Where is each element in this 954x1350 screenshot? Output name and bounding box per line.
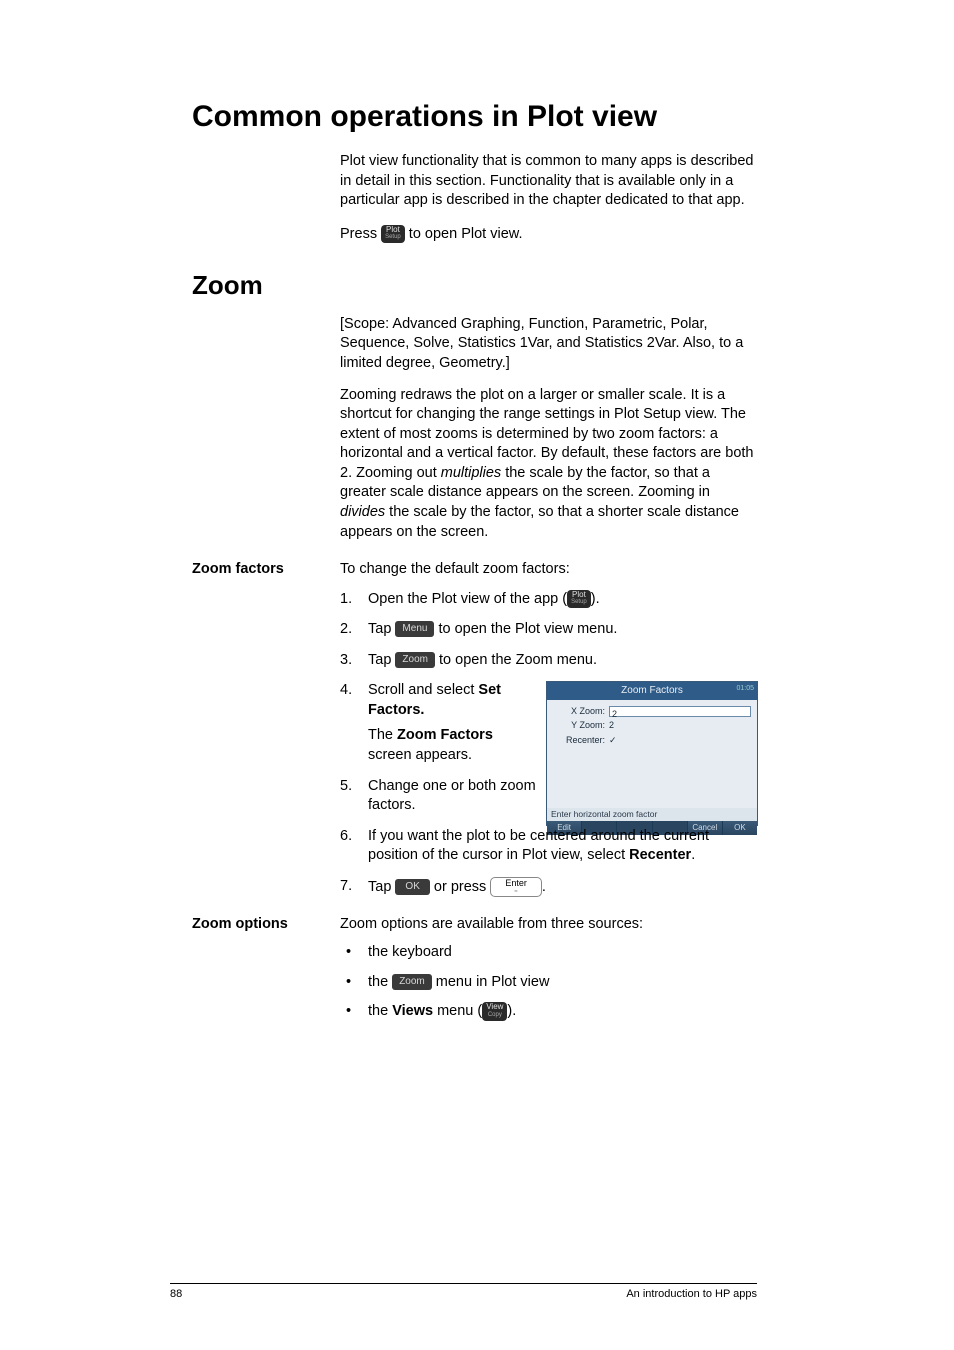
zoom-description: Zooming redraws the plot on a larger or … [340, 386, 758, 543]
zoom-heading: Zoom [192, 270, 930, 301]
zoom-factors-heading: Zoom factors [192, 560, 322, 580]
step-3: Tap Zoom to open the Zoom menu. [340, 651, 758, 671]
yzoom-label: Y Zoom: [553, 718, 605, 732]
recenter-value: ✓ [609, 733, 617, 747]
zo-item-keyboard: the keyboard [340, 943, 758, 963]
zo-item-zoom-menu: the Zoom menu in Plot view [340, 973, 758, 993]
screenshot-time: 01:05 [736, 684, 754, 693]
page-number: 88 [170, 1288, 182, 1300]
press-instruction: Press PlotSetup to open Plot view. [340, 223, 758, 246]
multiplies-word: multiplies [441, 465, 501, 481]
page-title: Common operations in Plot view [192, 100, 930, 134]
plot-key-icon: PlotSetup [381, 225, 405, 243]
screenshot-title: Zoom Factors 01:05 [547, 682, 757, 700]
footer-text: An introduction to HP apps [626, 1288, 757, 1300]
press-prefix: Press [340, 226, 381, 242]
xzoom-value: 2 [609, 706, 751, 717]
step-5: Change one or both zoom factors. [340, 777, 758, 816]
step-4: Zoom Factors 01:05 X Zoom: 2 Y [340, 681, 758, 765]
zoom-factors-intro: To change the default zoom factors: [340, 560, 758, 580]
plot-key-icon: PlotSetup [567, 590, 591, 608]
zo-item-views-menu: the Views menu (ViewCopy). [340, 1002, 758, 1022]
page-footer: 88 An introduction to HP apps [170, 1283, 757, 1300]
zoom-options-heading: Zoom options [192, 915, 322, 935]
zoom-softkey-icon: Zoom [395, 652, 435, 668]
divides-word: divides [340, 504, 385, 520]
yzoom-value: 2 [609, 718, 614, 732]
xzoom-label: X Zoom: [553, 704, 605, 718]
zoom-softkey-icon: Zoom [392, 974, 432, 990]
step-1: Open the Plot view of the app (PlotSetup… [340, 590, 758, 610]
press-suffix: to open Plot view. [405, 226, 523, 242]
recenter-bold: Recenter [629, 847, 691, 863]
zoom-scope: [Scope: Advanced Graphing, Function, Par… [340, 315, 758, 374]
zoom-options-intro: Zoom options are available from three so… [340, 915, 758, 935]
ok-softkey-icon: OK [395, 879, 429, 895]
step-7: Tap OK or press Enter≈. [340, 877, 758, 898]
intro-paragraph: Plot view functionality that is common t… [340, 152, 758, 211]
view-key-icon: ViewCopy [482, 1002, 507, 1020]
enter-key-icon: Enter≈ [490, 877, 542, 897]
step-6: If you want the plot to be centered arou… [340, 827, 758, 866]
recenter-label: Recenter: [553, 733, 605, 747]
menu-softkey-icon: Menu [395, 621, 434, 637]
step-2: Tap Menu to open the Plot view menu. [340, 620, 758, 640]
